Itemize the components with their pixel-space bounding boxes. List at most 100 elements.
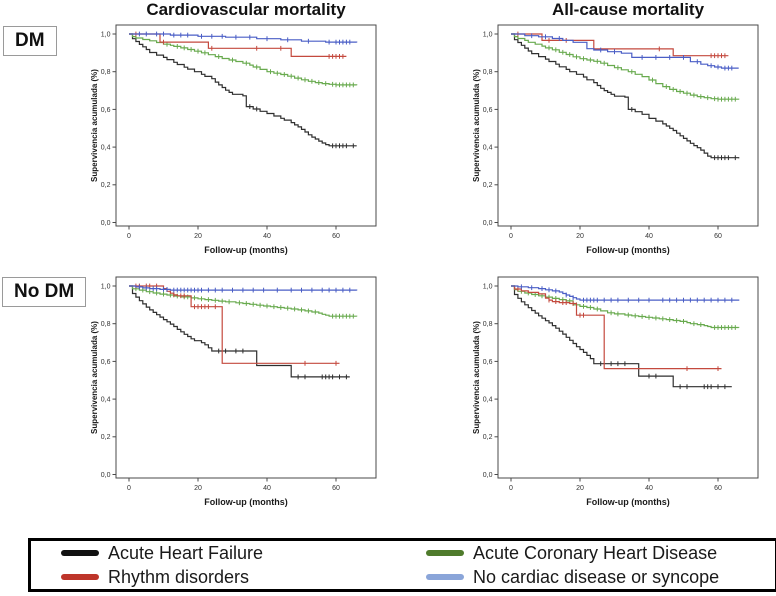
x-tick-label: 20 [194, 485, 202, 492]
x-tick-label: 60 [332, 485, 340, 492]
legend-item-no-cardiac-disease-or-syncope: No cardiac disease or syncope [426, 567, 719, 588]
series-acute-heart-failure-censor-marks [631, 107, 736, 161]
y-tick-label: 0,4 [101, 145, 111, 152]
x-tick-label: 40 [645, 233, 653, 240]
km-chart-dm-cardiovascular: 1,0 0,8 0,6 0,4 0,2 0,0 0 20 40 60 Supervivencia a… [90, 24, 377, 255]
series-acute-heart-failure-line [129, 285, 350, 378]
column-title-cardiovascular-mortality: Cardiovascular mortality [146, 0, 346, 19]
km-plot-dm-all-cause: 1,0 0,8 0,6 0,4 0,2 0,0 0 20 40 60 Supervivencia a… [467, 19, 776, 263]
y-tick-label: 0,8 [101, 321, 111, 328]
y-tick-label: 0,6 [483, 359, 493, 366]
legend: Acute Heart Failure Acute Coronary Heart… [28, 538, 776, 592]
row-label-dm: DM [3, 26, 57, 56]
y-tick-label: 0,4 [483, 145, 493, 152]
y-axis: 1,0 0,8 0,6 0,4 0,2 0,0 [483, 283, 498, 479]
x-tick-label: 0 [127, 233, 131, 240]
y-tick-label: 0,0 [101, 472, 111, 479]
x-axis-title: Follow-up (months) [586, 497, 669, 507]
km-plot-nodm-cardiovascular: 1,0 0,8 0,6 0,4 0,2 0,0 0 20 40 60 Supervivencia a… [85, 271, 395, 515]
x-axis: 0 20 40 60 [509, 478, 722, 492]
km-chart-nodm-all-cause: 1,0 0,8 0,6 0,4 0,2 0,0 0 20 40 60 Supervivencia a… [472, 276, 759, 507]
series-no-cardiac-disease-or-syncope-censor-marks [520, 284, 733, 303]
km-plot-dm-cardiovascular: 1,0 0,8 0,6 0,4 0,2 0,0 0 20 40 60 Supervivencia a… [85, 19, 395, 263]
x-tick-label: 60 [714, 485, 722, 492]
series-no-cardiac-disease-or-syncope-censor-marks [531, 33, 733, 71]
y-tick-label: 0,4 [101, 397, 111, 404]
legend-row: Acute Heart Failure Acute Coronary Heart… [61, 543, 775, 564]
series-no-cardiac-disease-or-syncope-line [129, 33, 358, 43]
series-acute-coronary-heart-disease-line [511, 33, 740, 100]
series-acute-coronary-heart-disease-censor-marks [166, 41, 354, 88]
series-acute-heart-failure-line [511, 33, 740, 159]
series-no-cardiac-disease-or-syncope-line [129, 285, 358, 291]
series-no-cardiac-disease-or-syncope-censor-marks [138, 284, 351, 293]
rhythm-disorders-line-swatch [61, 574, 99, 580]
series-no-cardiac-disease-or-syncope-line [511, 33, 739, 69]
legend-label: Acute Coronary Heart Disease [473, 542, 718, 563]
y-tick-label: 0,4 [483, 397, 493, 404]
km-chart-nodm-cardiovascular: 1,0 0,8 0,6 0,4 0,2 0,0 0 20 40 60 Supervivencia a… [90, 276, 377, 507]
plot-frame [115, 24, 377, 227]
legend-row: Rhythm disorders No cardiac disease or s… [61, 567, 775, 588]
no-cardiac-disease-or-syncope-line-swatch [426, 574, 464, 580]
y-tick-label: 0,0 [483, 472, 493, 479]
acute-coronary-heart-disease-line-swatch [426, 550, 464, 556]
x-tick-label: 0 [127, 485, 131, 492]
legend-item-rhythm-disorders: Rhythm disorders [61, 567, 426, 588]
km-plot-nodm-all-cause: 1,0 0,8 0,6 0,4 0,2 0,0 0 20 40 60 Supervivencia a… [467, 271, 776, 515]
plot-frame [497, 276, 759, 479]
x-tick-label: 0 [509, 485, 513, 492]
x-tick-label: 40 [263, 233, 271, 240]
plot-frame [497, 24, 759, 227]
y-tick-label: 1,0 [483, 31, 493, 38]
x-tick-label: 40 [645, 485, 653, 492]
series-acute-coronary-heart-disease-censor-marks [548, 45, 736, 102]
acute-heart-failure-line-swatch [61, 550, 99, 556]
y-tick-label: 0,6 [101, 359, 111, 366]
legend-item-acute-heart-failure: Acute Heart Failure [61, 543, 426, 564]
x-tick-label: 60 [332, 233, 340, 240]
series-acute-heart-failure-line [129, 33, 357, 147]
x-axis-title: Follow-up (months) [586, 245, 669, 255]
x-axis: 0 20 40 60 [127, 226, 340, 240]
y-tick-label: 0,2 [101, 434, 111, 441]
y-axis-title: Supervivencia acumulada (%) [90, 321, 99, 434]
y-axis-title: Supervivencia acumulada (%) [90, 69, 99, 182]
y-axis-title: Supervivencia acumulada (%) [472, 321, 481, 434]
x-tick-label: 20 [194, 233, 202, 240]
series-acute-heart-failure-censor-marks [218, 348, 347, 380]
legend-label: No cardiac disease or syncope [473, 566, 720, 587]
y-tick-label: 0,0 [483, 220, 493, 227]
legend-label: Rhythm disorders [108, 566, 250, 587]
y-axis: 1,0 0,8 0,6 0,4 0,2 0,0 [483, 31, 498, 227]
column-title-all-cause-mortality: All-cause mortality [551, 0, 705, 19]
legend-item-acute-coronary-heart-disease: Acute Coronary Heart Disease [426, 543, 717, 564]
series-acute-heart-failure-censor-marks [249, 104, 354, 149]
y-tick-label: 0,8 [483, 69, 493, 76]
x-tick-label: 0 [509, 233, 513, 240]
y-tick-label: 0,0 [101, 220, 111, 227]
y-axis-title: Supervivencia acumulada (%) [472, 69, 481, 182]
x-axis: 0 20 40 60 [127, 478, 340, 492]
y-tick-label: 1,0 [101, 283, 111, 290]
legend-label: Acute Heart Failure [108, 542, 264, 563]
y-tick-label: 1,0 [483, 283, 493, 290]
x-tick-label: 40 [263, 485, 271, 492]
series-acute-coronary-heart-disease-line [129, 285, 358, 317]
y-tick-label: 0,6 [483, 107, 493, 114]
x-tick-label: 60 [714, 233, 722, 240]
x-axis-title: Follow-up (months) [204, 497, 287, 507]
series-acute-heart-failure-censor-marks [600, 361, 726, 390]
y-tick-label: 0,8 [483, 321, 493, 328]
y-tick-label: 0,2 [101, 182, 111, 189]
y-tick-label: 0,2 [483, 434, 493, 441]
series-rhythm-disorders-line [129, 33, 347, 57]
y-tick-label: 0,6 [101, 107, 111, 114]
series-acute-coronary-heart-disease-line [511, 285, 740, 329]
y-axis: 1,0 0,8 0,6 0,4 0,2 0,0 [101, 31, 116, 227]
series-rhythm-disorders-line [511, 33, 729, 57]
series-no-cardiac-disease-or-syncope-censor-marks [138, 31, 351, 45]
km-chart-dm-all-cause: 1,0 0,8 0,6 0,4 0,2 0,0 0 20 40 60 Supervivencia a… [472, 24, 759, 255]
y-axis: 1,0 0,8 0,6 0,4 0,2 0,0 [101, 283, 116, 479]
